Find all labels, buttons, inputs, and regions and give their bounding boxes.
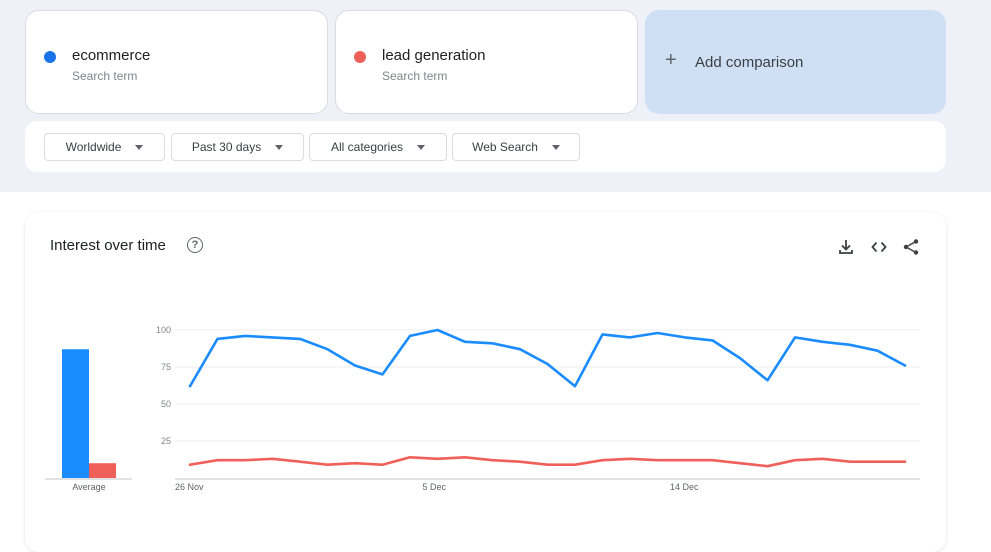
- caret-down-icon: [551, 144, 560, 150]
- plus-icon: +: [665, 49, 677, 71]
- add-comparison-label: Add comparison: [695, 54, 804, 71]
- help-icon[interactable]: ?: [187, 237, 203, 253]
- y-tick-label: 75: [161, 362, 171, 372]
- download-icon[interactable]: [837, 238, 855, 256]
- search-term-subtitle: Search term: [382, 69, 448, 83]
- region-filter-label: Worldwide: [65, 140, 122, 154]
- category-filter-label: All categories: [330, 140, 404, 154]
- search-term-name[interactable]: ecommerce: [72, 47, 151, 64]
- panel-title: Interest over time: [50, 237, 166, 254]
- share-icon[interactable]: [902, 238, 920, 256]
- interest-over-time-panel: Interest over time ? 25 50 75 100 26 Nov 5 De…: [25, 212, 946, 552]
- series-line-lead-generation: [188, 456, 907, 468]
- search-type-filter-label: Web Search: [472, 140, 538, 154]
- search-term-name[interactable]: lead generation: [382, 47, 486, 64]
- trend-chart: 25 50 75 100 26 Nov 5 Dec 14 Dec Average: [45, 325, 920, 492]
- x-tick-label: 5 Dec: [423, 482, 447, 492]
- region-filter-dropdown[interactable]: Worldwide: [44, 133, 165, 161]
- search-term-card-lead-generation[interactable]: lead generation Search term: [335, 10, 638, 114]
- caret-down-icon: [135, 144, 144, 150]
- average-bar-ecommerce: [62, 349, 89, 478]
- average-bar-lead-generation: [89, 463, 116, 478]
- y-tick-label: 25: [161, 436, 171, 446]
- series-line-ecommerce: [188, 328, 907, 388]
- caret-down-icon: [417, 144, 426, 150]
- search-term-card-ecommerce[interactable]: ecommerce Search term: [25, 10, 328, 114]
- caret-down-icon: [275, 144, 284, 150]
- embed-icon[interactable]: [870, 238, 888, 256]
- search-type-filter-dropdown[interactable]: Web Search: [452, 133, 580, 161]
- time-range-filter-dropdown[interactable]: Past 30 days: [171, 133, 304, 161]
- y-tick-label: 100: [156, 325, 171, 335]
- x-tick-label: 26 Nov: [175, 482, 204, 492]
- add-comparison-button[interactable]: + Add comparison: [645, 10, 946, 114]
- category-filter-dropdown[interactable]: All categories: [309, 133, 447, 161]
- y-tick-label: 50: [161, 399, 171, 409]
- x-tick-label: 14 Dec: [670, 482, 699, 492]
- time-range-filter-label: Past 30 days: [191, 140, 262, 154]
- series-color-dot: [44, 51, 56, 63]
- series-color-dot: [354, 51, 366, 63]
- search-term-subtitle: Search term: [72, 69, 138, 83]
- average-label: Average: [72, 482, 105, 492]
- filter-bar: Worldwide Past 30 days All categories We…: [25, 121, 946, 172]
